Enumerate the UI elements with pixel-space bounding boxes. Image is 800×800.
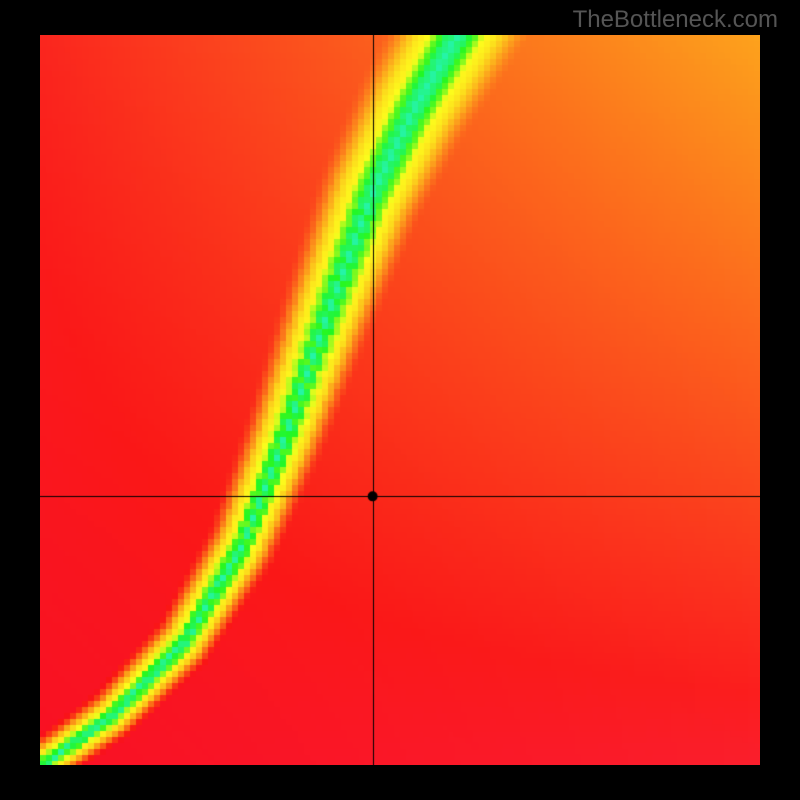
chart-container: TheBottleneck.com bbox=[0, 0, 800, 800]
watermark-text: TheBottleneck.com bbox=[573, 6, 778, 34]
overlay-canvas bbox=[40, 35, 760, 765]
